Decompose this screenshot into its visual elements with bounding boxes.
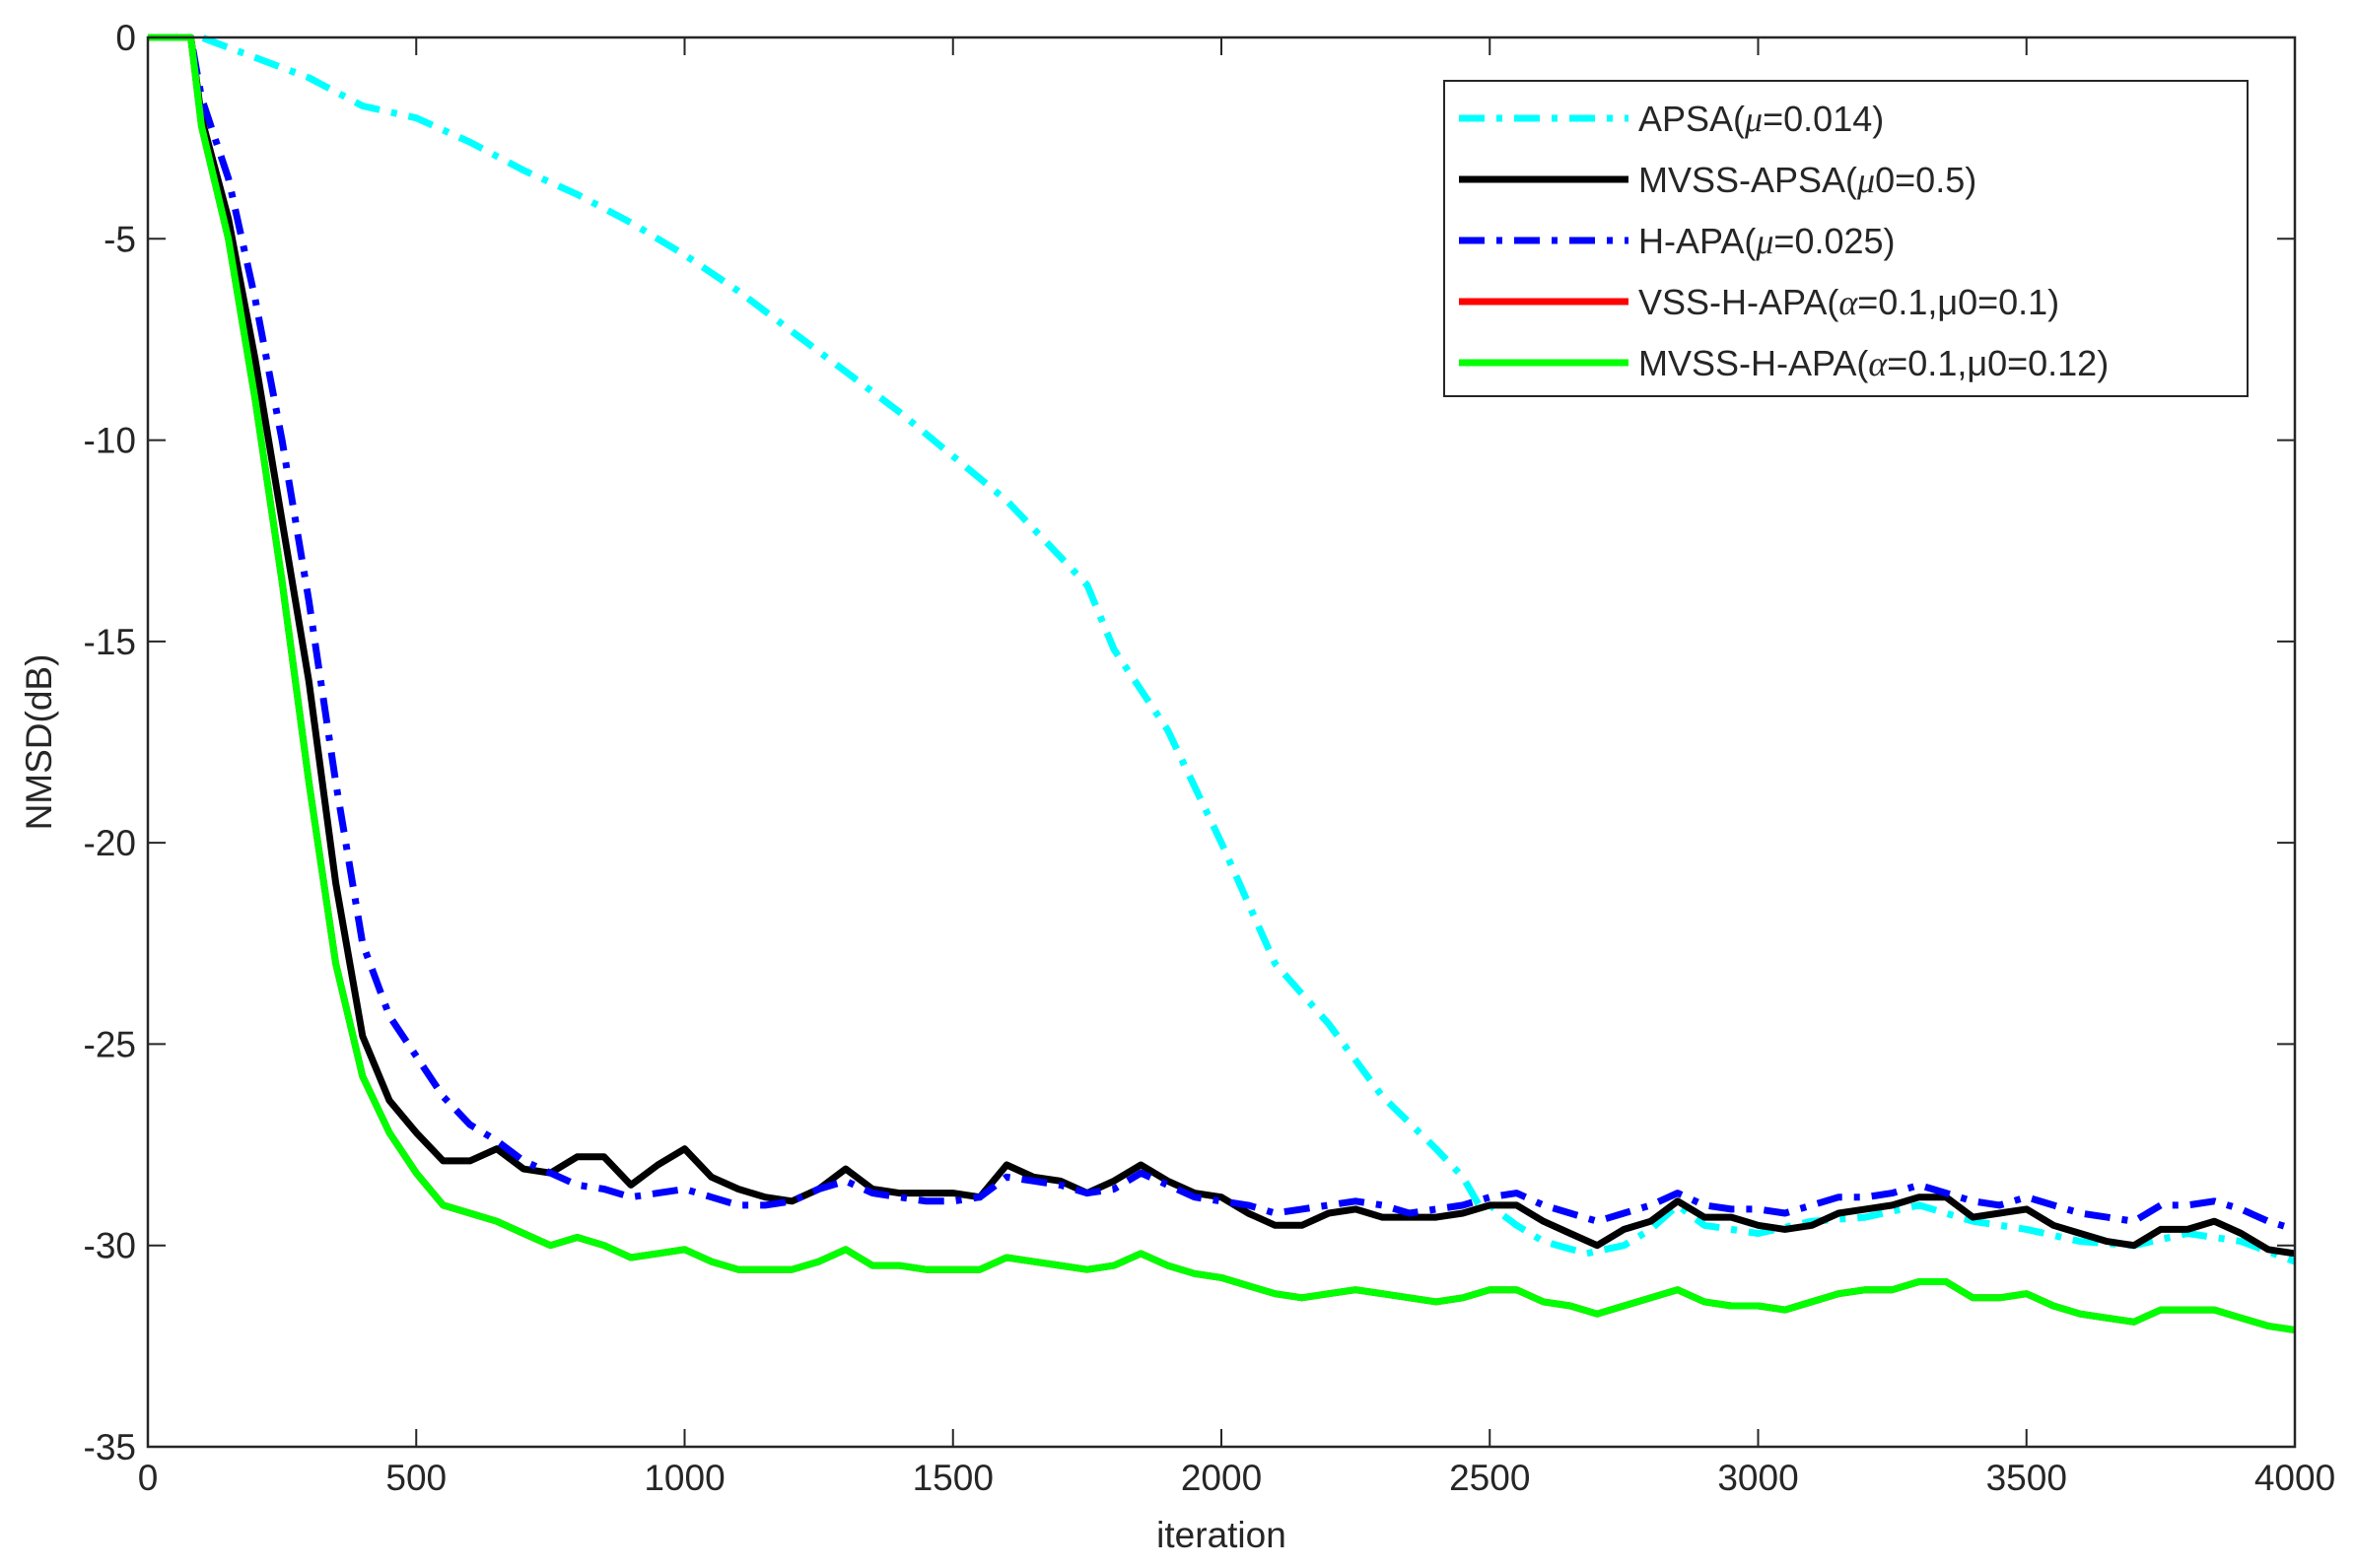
x-tick-label: 3500 [1986,1458,2067,1498]
y-tick-label: -25 [84,1024,136,1064]
y-axis-label: NMSD(dB) [19,654,59,831]
series-line-2 [148,34,2297,1233]
x-tick-label: 4000 [2254,1458,2335,1498]
y-tick-label: -10 [84,421,136,461]
y-tick-label: -20 [84,823,136,863]
x-tick-label: 0 [138,1458,159,1498]
series-line-4 [148,34,2296,1333]
x-tick-label: 2000 [1181,1458,1262,1498]
series-layer [148,34,2297,1333]
legend-label-3: VSS-H-APA(α=0.1,μ0=0.1) [1638,282,2059,322]
x-tick-label: 1500 [913,1458,994,1498]
y-tick-label: 0 [115,18,136,58]
legend-label-2: H-APA(μ=0.025) [1638,221,1896,261]
y-tick-label: -30 [84,1226,136,1266]
legend-items: APSA(μ=0.014) MVSS-APSA(μ0=0.5) H-APA(μ=0.… [1459,99,2109,383]
x-tick-label: 2500 [1449,1458,1530,1498]
x-tick-label: 500 [385,1458,447,1498]
axis-ticks: 0 500 1000 1500 2000 2500 3000 3500 4000 0 -5 -10 -1… [84,18,2336,1498]
y-tick-label: -5 [104,219,136,259]
x-axis-label: iteration [1156,1515,1286,1555]
series-line-0 [148,34,2297,1265]
legend-label-4: MVSS-H-APA(α=0.1,μ0=0.12) [1638,343,2109,383]
x-tick-label: 1000 [644,1458,725,1498]
y-tick-label: -35 [84,1427,136,1467]
x-tick-label: 3000 [1717,1458,1798,1498]
y-tick-label: -15 [84,622,136,662]
legend: APSA(μ=0.014) MVSS-APSA(μ0=0.5) H-APA(μ=0.… [1443,80,2249,397]
legend-label-0: APSA(μ=0.014) [1638,99,1884,139]
legend-label-1: MVSS-APSA(μ0=0.5) [1638,160,1976,200]
series-line-1 [148,34,2296,1258]
